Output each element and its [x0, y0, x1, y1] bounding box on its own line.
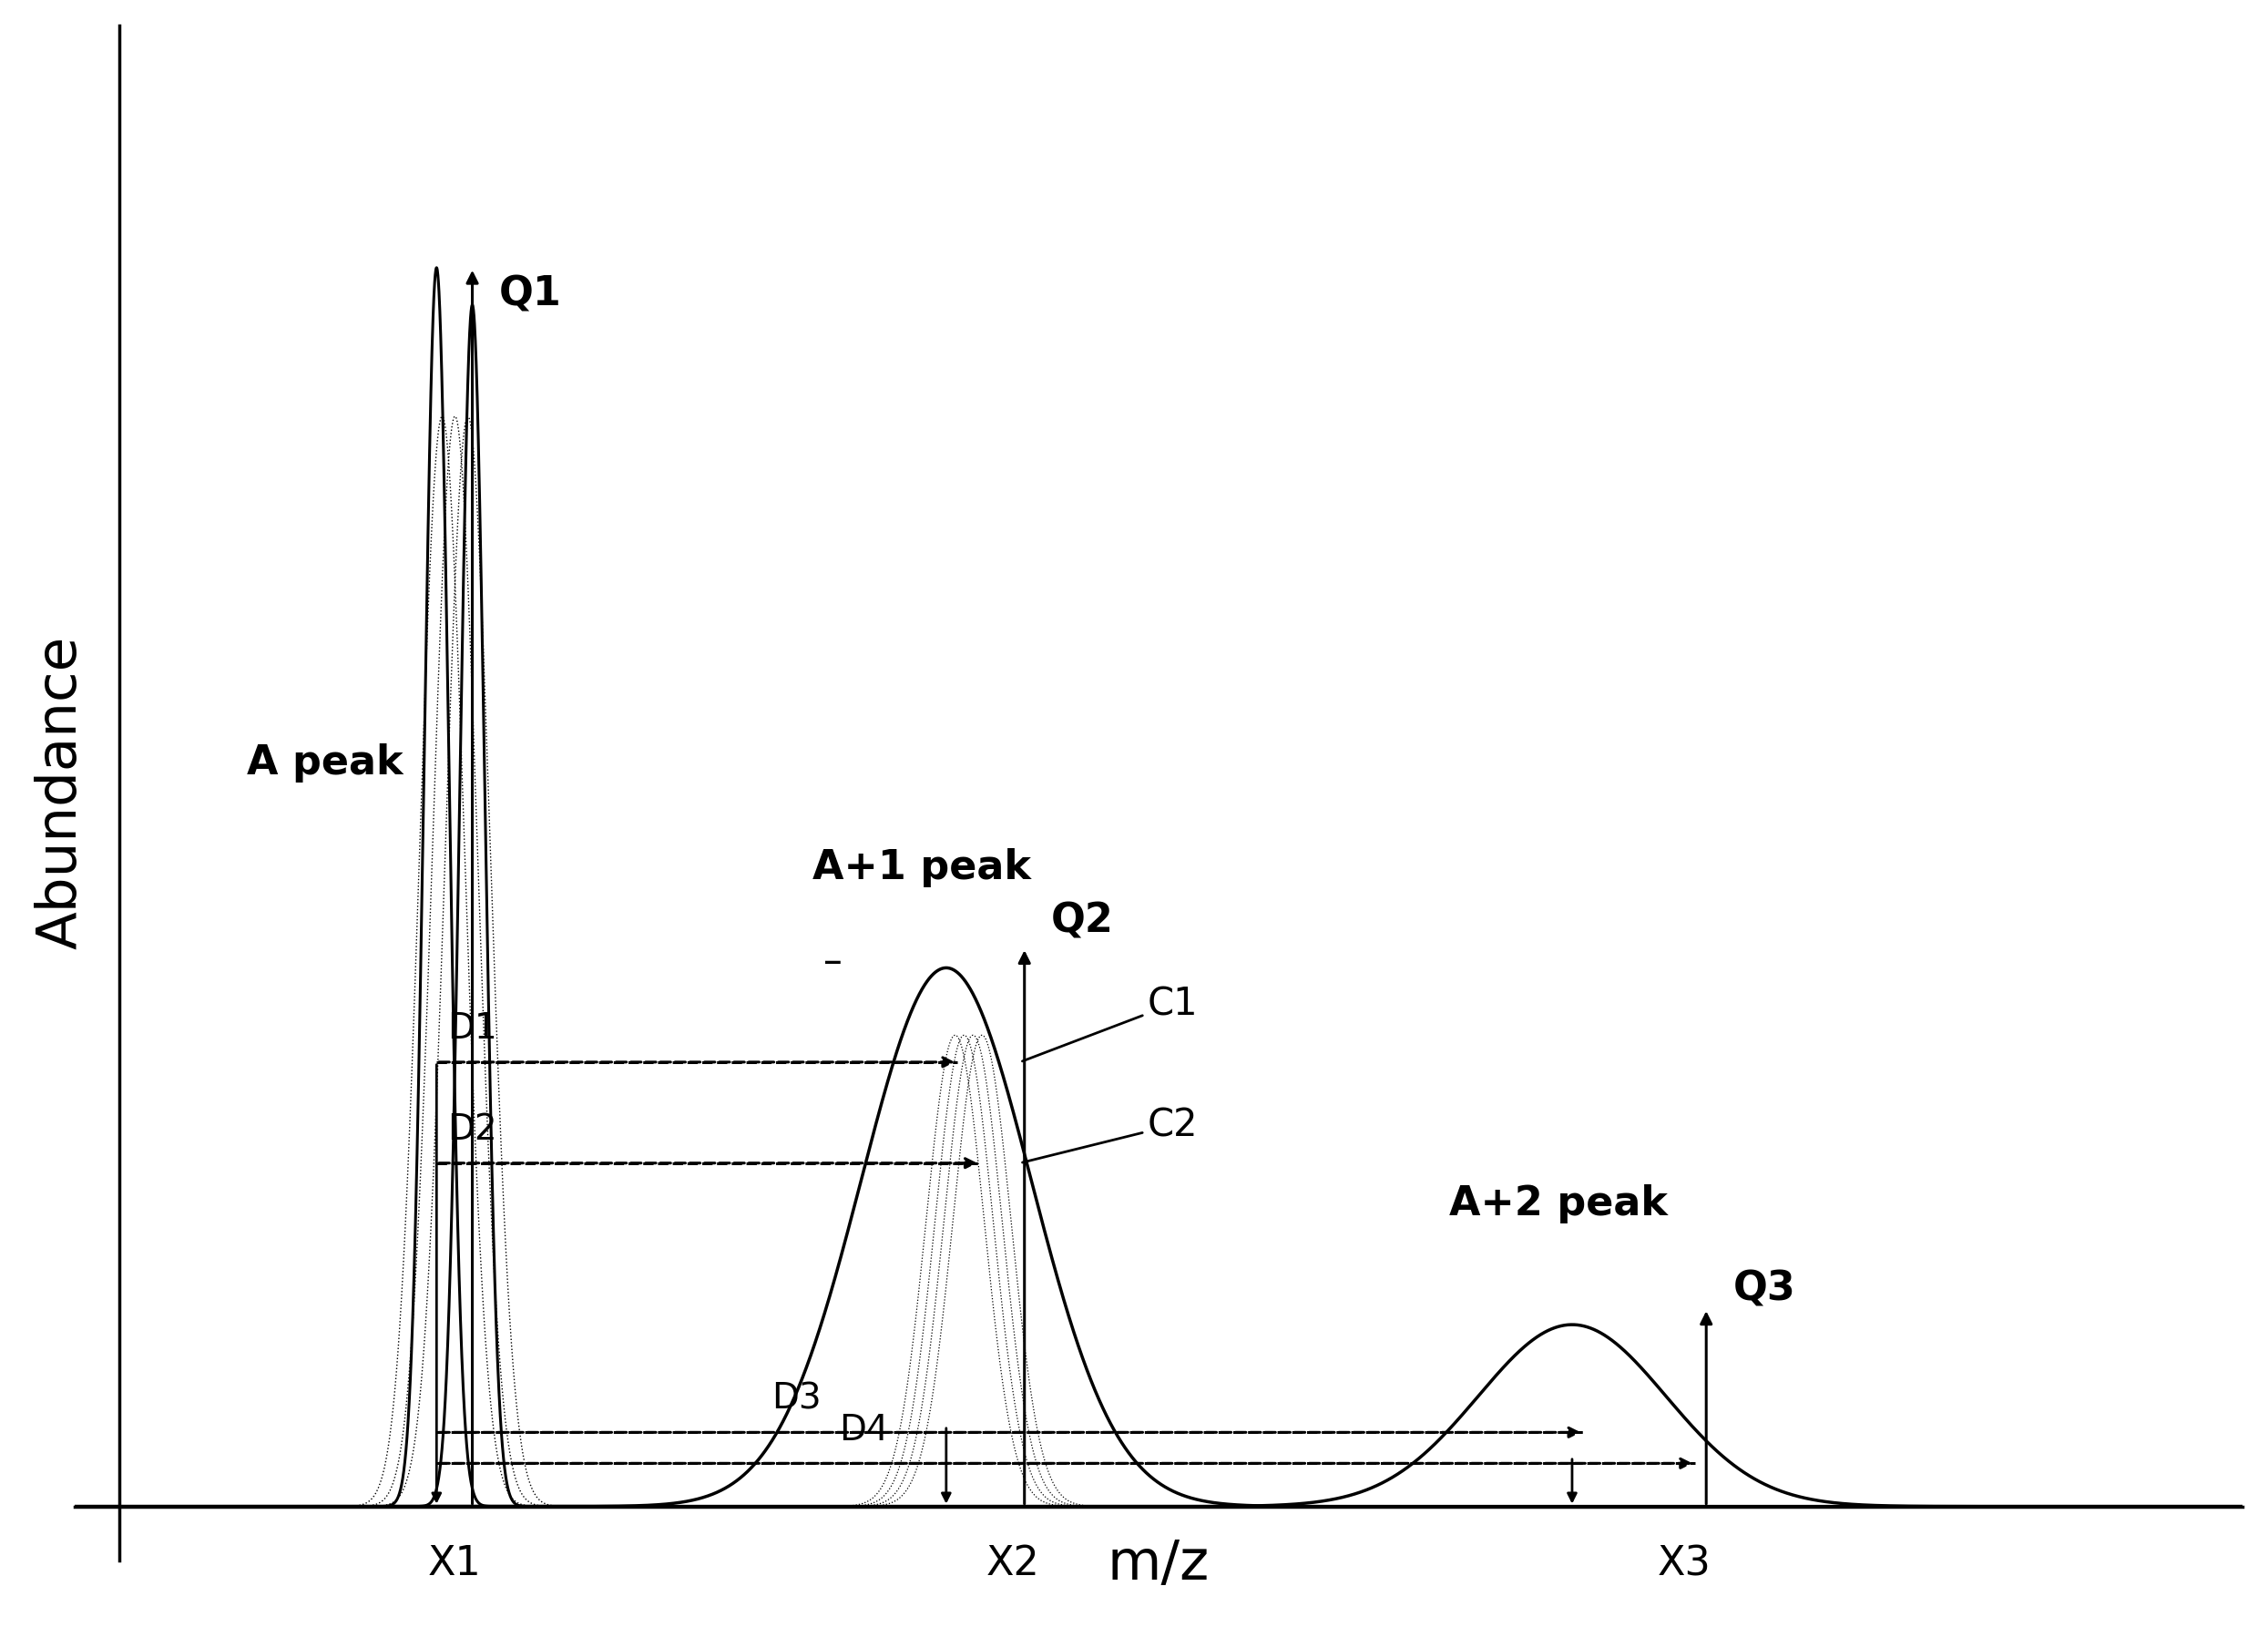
Text: A+2 peak: A+2 peak — [1449, 1184, 1667, 1224]
Text: Q1: Q1 — [499, 275, 562, 314]
Text: –: – — [823, 944, 841, 981]
Text: A peak: A peak — [247, 744, 404, 783]
Text: D1: D1 — [447, 1012, 497, 1046]
X-axis label: m/z: m/z — [1107, 1538, 1209, 1591]
Text: D3: D3 — [771, 1381, 821, 1415]
Text: C1: C1 — [1023, 984, 1198, 1061]
Text: X3: X3 — [1658, 1544, 1710, 1583]
Text: X2: X2 — [987, 1544, 1041, 1583]
Text: D2: D2 — [447, 1113, 497, 1147]
Y-axis label: Abundance: Abundance — [34, 636, 88, 950]
Text: Q3: Q3 — [1733, 1269, 1796, 1308]
Text: C2: C2 — [1023, 1106, 1198, 1162]
Text: A+1 peak: A+1 peak — [812, 848, 1030, 887]
Text: D4: D4 — [839, 1412, 889, 1446]
Text: X1: X1 — [429, 1544, 481, 1583]
Text: Q2: Q2 — [1052, 901, 1114, 940]
